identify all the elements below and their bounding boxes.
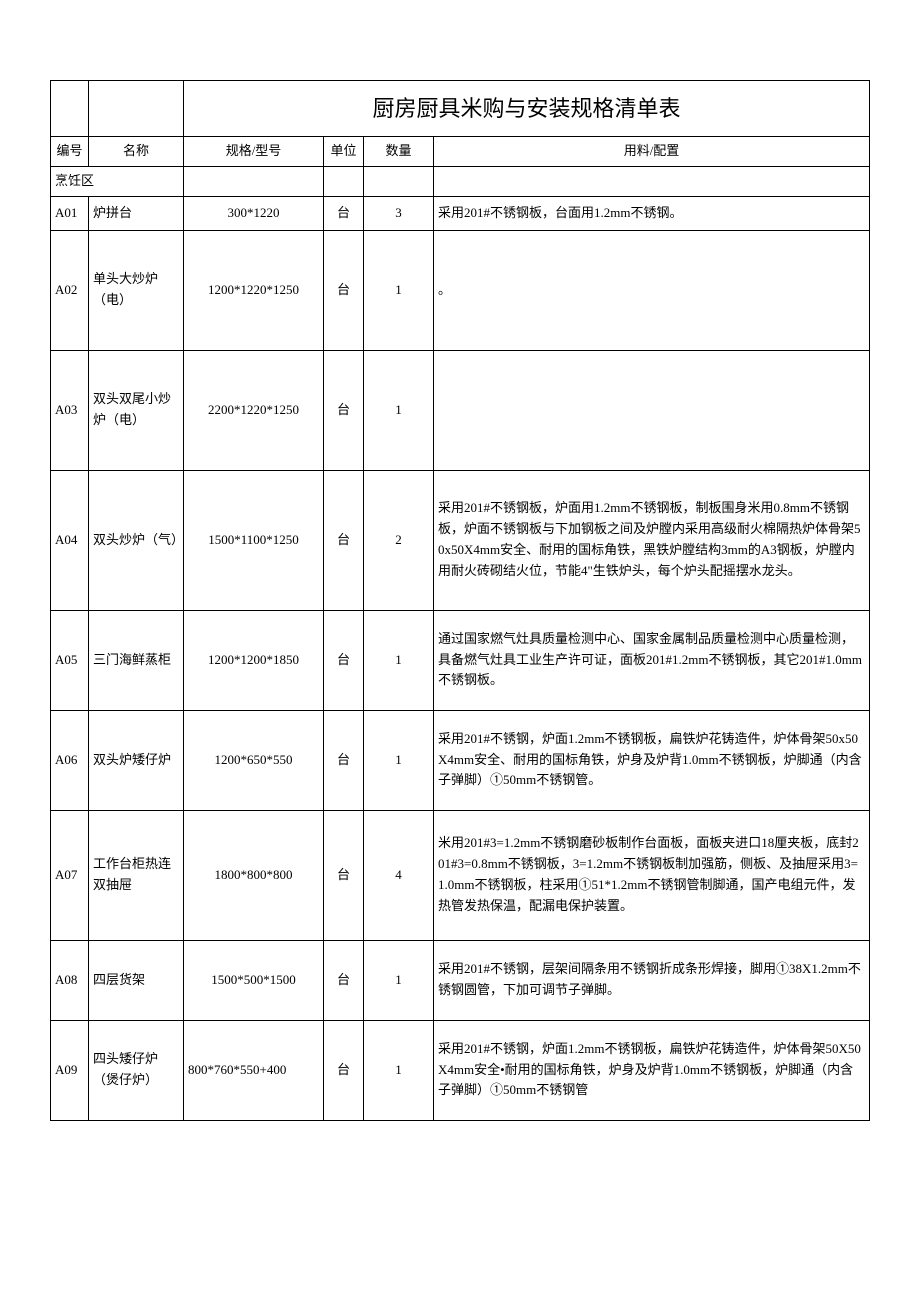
cell-name: 四层货架 [89,940,184,1020]
cell-spec: 1200*1220*1250 [184,230,324,350]
table-row: A08 四层货架 1500*500*1500 台 1 采用201#不锈钢，层架间… [51,940,870,1020]
cell-material: 。 [434,230,870,350]
cell-name: 双头炉矮仔炉 [89,710,184,810]
section-blank-2 [324,166,364,196]
cell-id: A04 [51,470,89,610]
cell-id: A01 [51,196,89,230]
cell-id: A02 [51,230,89,350]
section-blank-4 [434,166,870,196]
cell-qty: 2 [364,470,434,610]
cell-unit: 台 [324,470,364,610]
cell-id: A09 [51,1020,89,1120]
section-label: 烹饪区 [51,166,184,196]
cell-spec: 2200*1220*1250 [184,350,324,470]
cell-spec: 1200*1200*1850 [184,610,324,710]
cell-spec: 1500*500*1500 [184,940,324,1020]
table-title: 厨房厨具米购与安装规格清单表 [184,81,870,137]
title-row: 厨房厨具米购与安装规格清单表 [51,81,870,137]
cell-qty: 4 [364,810,434,940]
cell-material: 采用201#不锈钢，层架间隔条用不锈钢折成条形焊接，脚用①38X1.2mm不锈钢… [434,940,870,1020]
cell-name: 炉拼台 [89,196,184,230]
cell-id: A06 [51,710,89,810]
table-row: A04 双头炒炉（气） 1500*1100*1250 台 2 采用201#不锈钢… [51,470,870,610]
header-name: 名称 [89,137,184,167]
cell-material: 通过国家燃气灶具质量检测中心、国家金属制品质量检测中心质量检测，具备燃气灶具工业… [434,610,870,710]
table-row: A03 双头双尾小炒炉（电） 2200*1220*1250 台 1 [51,350,870,470]
cell-name: 三门海鲜蒸柜 [89,610,184,710]
table-row: A07 工作台柜热连双抽屉 1800*800*800 台 4 米用201#3=1… [51,810,870,940]
cell-id: A03 [51,350,89,470]
cell-name: 双头炒炉（气） [89,470,184,610]
cell-name: 双头双尾小炒炉（电） [89,350,184,470]
table-row: A02 单头大炒炉（电） 1200*1220*1250 台 1 。 [51,230,870,350]
title-blank-2 [89,81,184,137]
cell-material: 采用201#不锈钢板，台面用1.2mm不锈钢。 [434,196,870,230]
header-spec: 规格/型号 [184,137,324,167]
cell-spec: 1500*1100*1250 [184,470,324,610]
title-blank-1 [51,81,89,137]
cell-unit: 台 [324,710,364,810]
header-unit: 单位 [324,137,364,167]
cell-name: 工作台柜热连双抽屉 [89,810,184,940]
header-row: 编号 名称 规格/型号 单位 数量 用料/配置 [51,137,870,167]
table-row: A06 双头炉矮仔炉 1200*650*550 台 1 采用201#不锈钢，炉面… [51,710,870,810]
cell-spec: 800*760*550+400 [184,1020,324,1120]
table-row: A05 三门海鲜蒸柜 1200*1200*1850 台 1 通过国家燃气灶具质量… [51,610,870,710]
section-row: 烹饪区 [51,166,870,196]
cell-id: A08 [51,940,89,1020]
header-qty: 数量 [364,137,434,167]
cell-unit: 台 [324,810,364,940]
cell-material: 采用201#不锈钢板，炉面用1.2mm不锈钢板，制板围身米用0.8mm不锈钢板，… [434,470,870,610]
cell-qty: 3 [364,196,434,230]
cell-spec: 300*1220 [184,196,324,230]
cell-qty: 1 [364,610,434,710]
cell-name: 单头大炒炉（电） [89,230,184,350]
cell-material: 采用201#不锈钢，炉面1.2mm不锈钢板，扁铁炉花铸造件，炉体骨架50X50X… [434,1020,870,1120]
cell-unit: 台 [324,230,364,350]
cell-material [434,350,870,470]
cell-name: 四头矮仔炉（煲仔炉） [89,1020,184,1120]
cell-material: 米用201#3=1.2mm不锈钢磨砂板制作台面板，面板夹进口18厘夹板，底封20… [434,810,870,940]
cell-qty: 1 [364,710,434,810]
header-id: 编号 [51,137,89,167]
section-blank-1 [184,166,324,196]
cell-qty: 1 [364,230,434,350]
cell-qty: 1 [364,350,434,470]
cell-spec: 1200*650*550 [184,710,324,810]
cell-unit: 台 [324,196,364,230]
cell-unit: 台 [324,940,364,1020]
cell-unit: 台 [324,1020,364,1120]
cell-qty: 1 [364,940,434,1020]
cell-id: A05 [51,610,89,710]
kitchen-equipment-table: 厨房厨具米购与安装规格清单表 编号 名称 规格/型号 单位 数量 用料/配置 烹… [50,80,870,1121]
table-row: A01 炉拼台 300*1220 台 3 采用201#不锈钢板，台面用1.2mm… [51,196,870,230]
table-row: A09 四头矮仔炉（煲仔炉） 800*760*550+400 台 1 采用201… [51,1020,870,1120]
cell-qty: 1 [364,1020,434,1120]
cell-spec: 1800*800*800 [184,810,324,940]
section-blank-3 [364,166,434,196]
cell-material: 采用201#不锈钢，炉面1.2mm不锈钢板，扁铁炉花铸造件，炉体骨架50x50X… [434,710,870,810]
cell-id: A07 [51,810,89,940]
header-material: 用料/配置 [434,137,870,167]
cell-unit: 台 [324,350,364,470]
cell-unit: 台 [324,610,364,710]
